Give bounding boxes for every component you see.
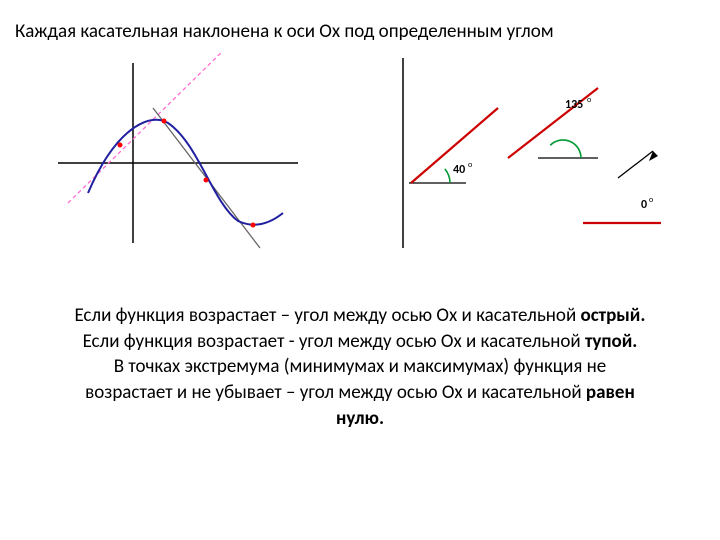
left-diagram: [58, 53, 298, 273]
text-line4a: возрастает и не убывает – угол между ось…: [85, 381, 586, 404]
explanation-text: Если функция возрастает – угол между ось…: [25, 303, 695, 431]
svg-text:o: o: [468, 160, 472, 170]
text-line3: В точках экстремума (минимумах и максиму…: [114, 355, 607, 378]
angle-examples-svg: 40o135o0o: [383, 53, 663, 253]
right-diagram: 40o135o0o: [383, 53, 663, 273]
diagrams-row: 40o135o0o: [15, 53, 705, 273]
tangent-curve-svg: [58, 53, 298, 253]
text-line5b: нулю.: [336, 407, 384, 430]
text-line2a: Если функция возрастает - угол между ось…: [83, 330, 585, 353]
svg-text:0: 0: [641, 198, 647, 212]
svg-text:135: 135: [565, 98, 583, 112]
text-line2b: тупой.: [585, 330, 637, 353]
svg-text:o: o: [649, 195, 653, 205]
text-line1b: острый.: [581, 304, 646, 327]
page-title: Каждая касательная наклонена к оси Ох по…: [15, 20, 705, 43]
svg-text:o: o: [587, 95, 591, 105]
text-line4b: равен: [586, 381, 635, 404]
svg-text:40: 40: [453, 163, 465, 177]
text-line1a: Если функция возрастает – угол между ось…: [75, 304, 581, 327]
